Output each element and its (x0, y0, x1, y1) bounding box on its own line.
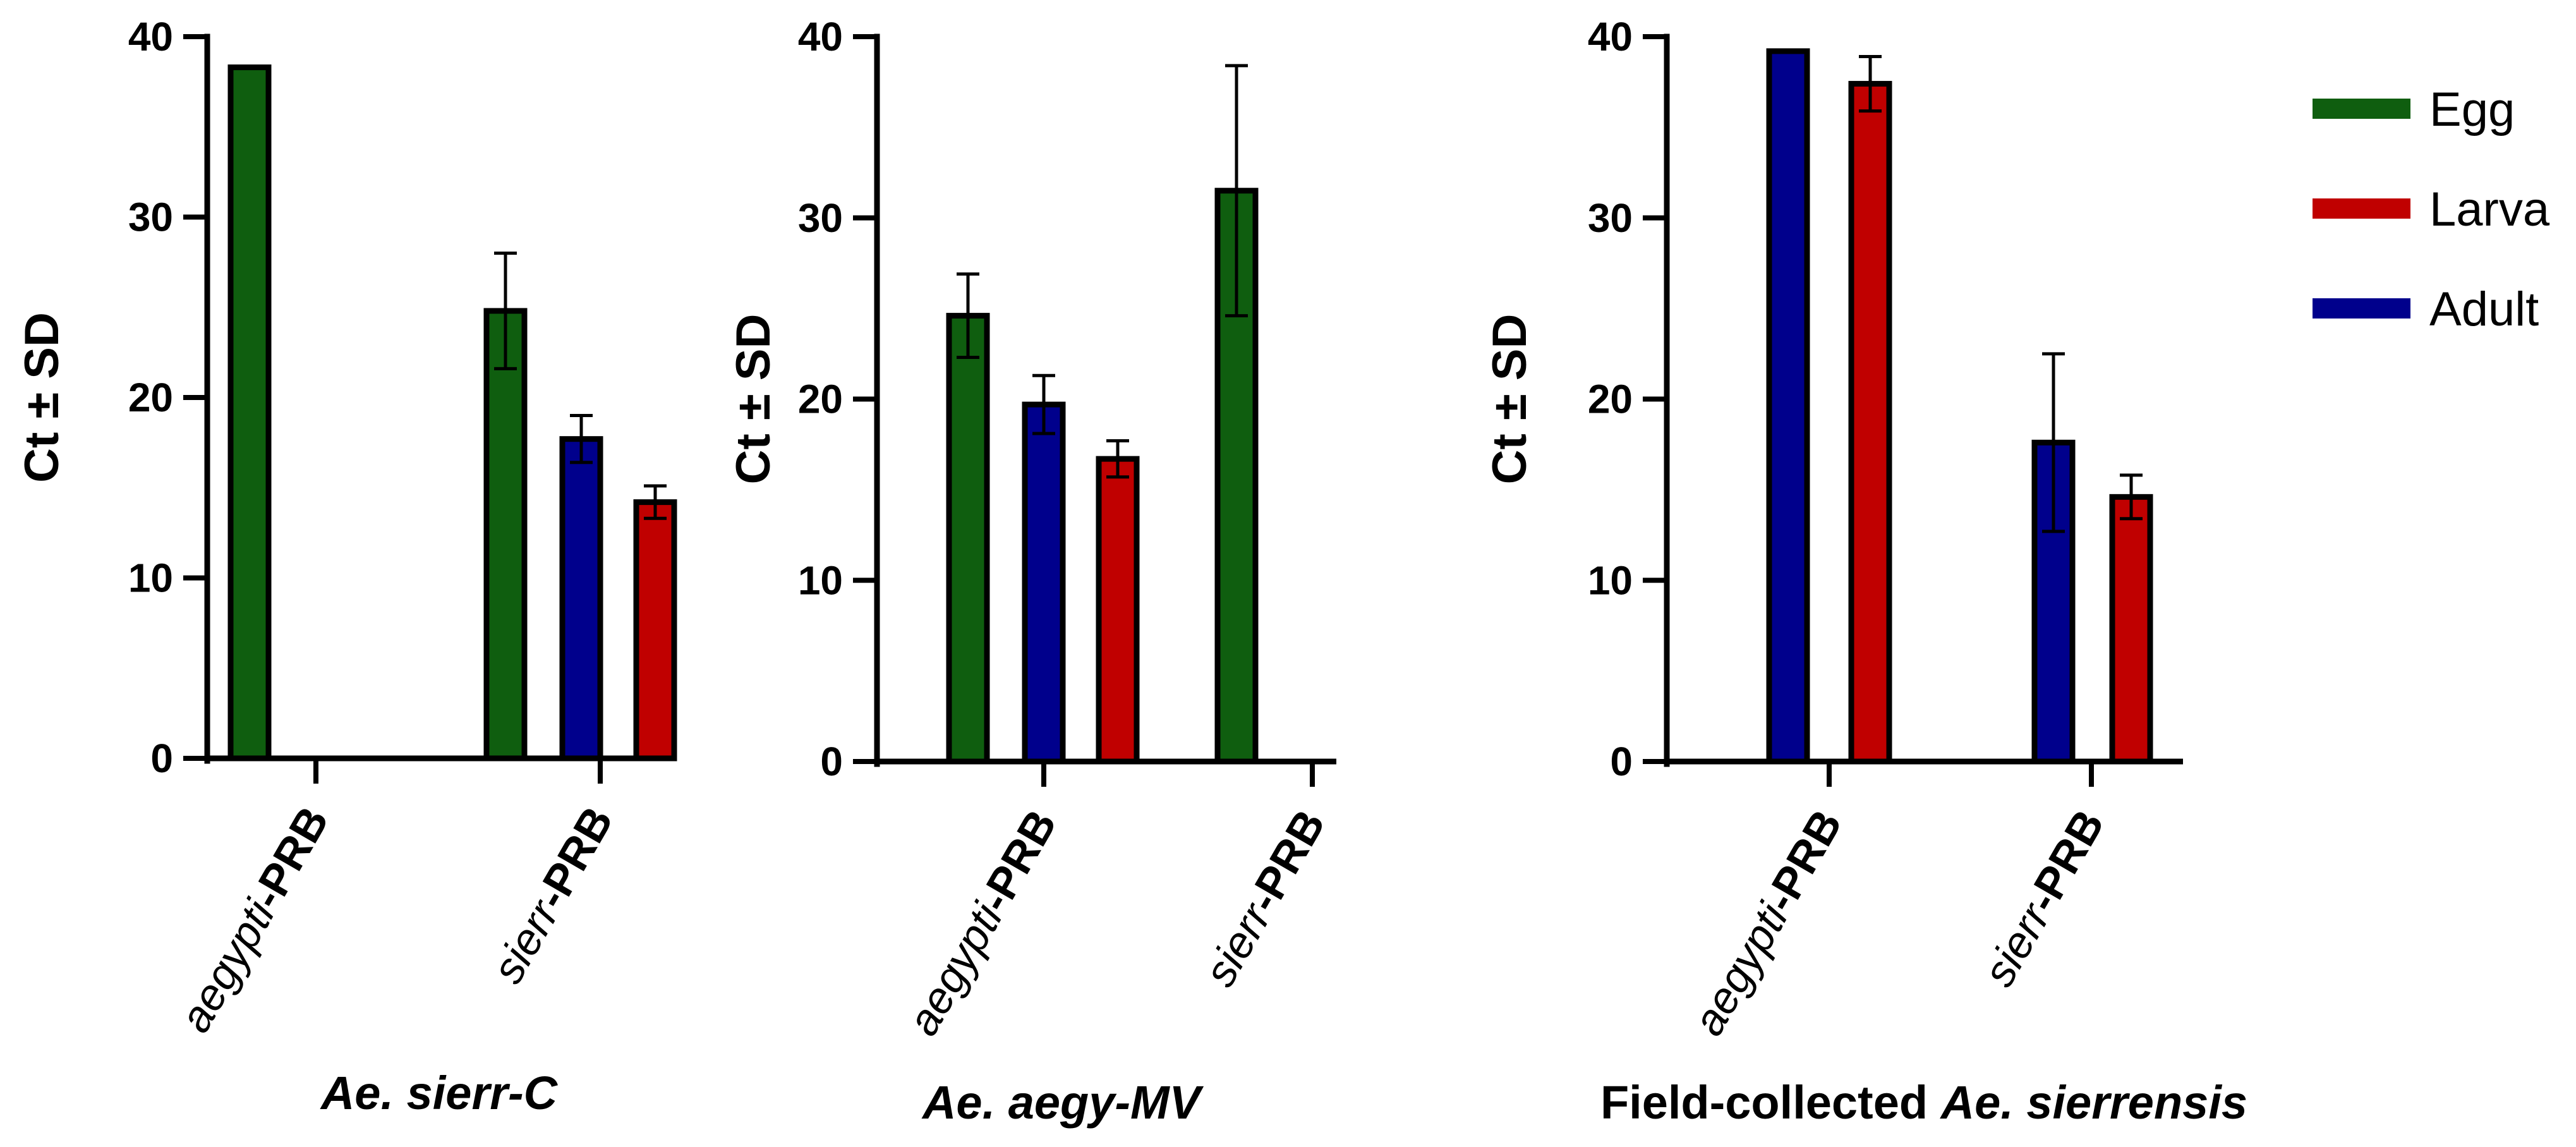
x-tick-label: aegypti-PRB (170, 799, 338, 1041)
bar-adult-1 (1766, 48, 1810, 765)
x-tick-label: aegypti-PRB (1683, 802, 1851, 1044)
y-tick-label: 10 (128, 555, 173, 601)
y-tick-label: 30 (1588, 195, 1633, 241)
bar-larva-1 (1096, 456, 1140, 765)
x-tick-label: aegypti-PRB (898, 802, 1066, 1044)
bar-larva-1 (1848, 81, 1892, 765)
y-tick-label: 40 (798, 14, 843, 59)
y-tick-label: 10 (1588, 557, 1633, 603)
y-axis-label: Ct ± SD (15, 312, 69, 483)
y-tick-label: 20 (1588, 377, 1633, 422)
y-tick-label: 0 (150, 736, 173, 781)
legend-label-egg: Egg (2429, 83, 2515, 137)
bar-larva-2 (2109, 494, 2153, 765)
bar-adult-2 (559, 436, 603, 762)
y-tick-label: 20 (128, 375, 173, 420)
bar-larva-2 (633, 499, 677, 762)
y-axis-label: Ct ± SD (1483, 314, 1537, 485)
y-tick-label: 20 (798, 377, 843, 422)
legend-swatch-larva (2313, 198, 2410, 219)
y-tick-label: 40 (128, 14, 173, 59)
chart-panel-3: 0 10 20 30 40 Ct ± SD aegypti-PRB sierr-PRB Fiel… (1483, 14, 2247, 1129)
y-tick-label: 30 (128, 195, 173, 240)
legend: Egg Larva Adult (2313, 83, 2550, 336)
panel-title: Ae. sierr-C (320, 1067, 559, 1119)
y-axis-label: Ct ± SD (727, 314, 780, 485)
legend-swatch-adult (2313, 298, 2410, 319)
bar-egg-1 (946, 313, 990, 765)
bar-egg-2 (483, 308, 528, 762)
bar-egg-1 (227, 64, 272, 762)
chart-panel-1: 0 10 20 30 40 Ct ± SD aegypti-PRB sierr-PRB Ae. … (15, 14, 677, 1119)
x-tick-label: sierr-PRB (483, 799, 622, 992)
y-tick-label: 0 (1610, 739, 1633, 784)
x-tick-label: sierr-PRB (1195, 802, 1334, 995)
legend-label-larva: Larva (2429, 183, 2550, 236)
panel-title: Ae. aegy-MV (921, 1076, 1204, 1129)
x-tick-label: sierr-PRB (1974, 802, 2113, 995)
chart-panel-2: 0 10 20 30 40 Ct ± SD aegypti-PRB sierr-PRB Ae. … (727, 14, 1336, 1129)
y-tick-label: 30 (798, 195, 843, 241)
legend-swatch-egg (2313, 99, 2410, 119)
legend-label-adult: Adult (2429, 282, 2539, 336)
bar-adult-1 (1022, 401, 1066, 765)
panel-title: Field-collected Ae. sierrensis (1600, 1076, 2247, 1129)
y-tick-label: 0 (820, 739, 843, 784)
y-tick-label: 40 (1588, 14, 1633, 59)
y-tick-label: 10 (798, 557, 843, 603)
